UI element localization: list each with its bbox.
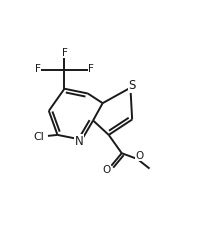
Text: F: F	[62, 48, 67, 58]
Text: Cl: Cl	[33, 132, 44, 142]
Text: O: O	[103, 164, 111, 174]
Text: N: N	[75, 135, 84, 148]
Text: F: F	[88, 64, 94, 74]
Text: S: S	[128, 79, 136, 92]
Text: F: F	[35, 64, 41, 74]
Text: O: O	[135, 151, 143, 161]
